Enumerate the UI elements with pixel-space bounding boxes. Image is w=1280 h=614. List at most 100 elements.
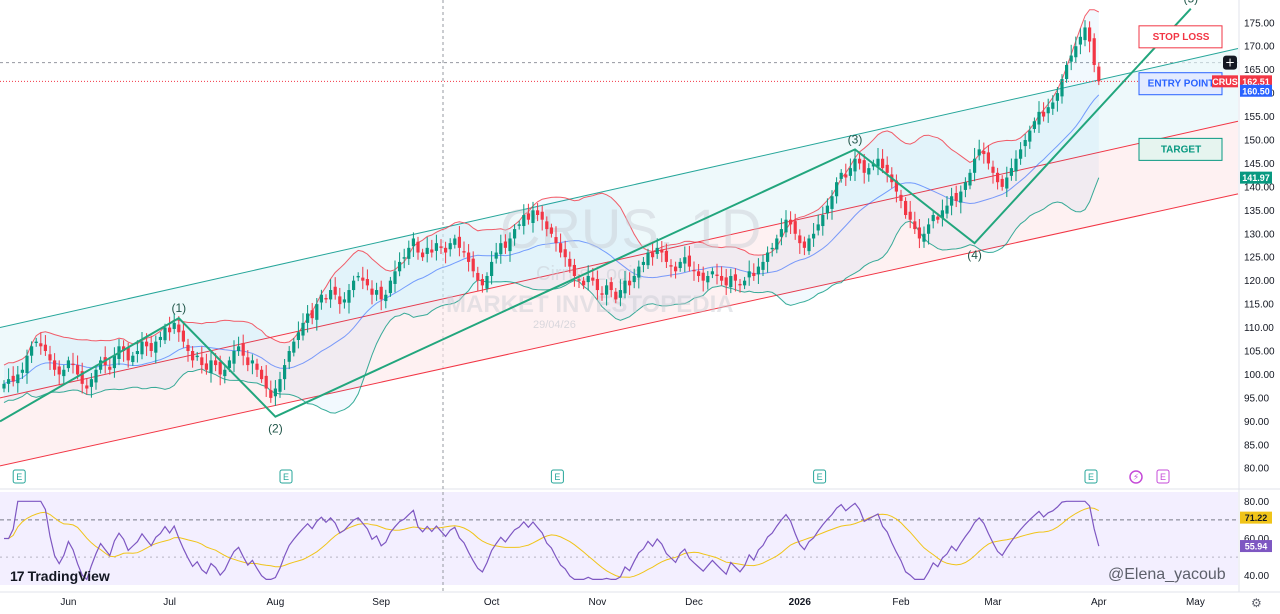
candle[interactable] — [444, 241, 448, 264]
candle[interactable] — [779, 218, 783, 246]
candle[interactable] — [572, 258, 576, 287]
candle[interactable] — [269, 380, 273, 403]
candle[interactable] — [618, 279, 622, 307]
candle[interactable] — [503, 234, 507, 254]
candle[interactable] — [766, 246, 770, 273]
candle[interactable] — [273, 380, 277, 406]
candle[interactable] — [315, 298, 319, 331]
candle[interactable] — [623, 271, 627, 299]
candle[interactable] — [986, 145, 990, 170]
candle[interactable] — [416, 236, 420, 260]
candle[interactable] — [296, 321, 300, 349]
candle[interactable] — [646, 248, 650, 269]
candle[interactable] — [899, 189, 903, 209]
candle[interactable] — [306, 305, 310, 333]
candle[interactable] — [237, 336, 241, 356]
candle[interactable] — [319, 289, 323, 310]
candle[interactable] — [112, 347, 116, 378]
candle[interactable] — [1042, 102, 1046, 122]
candle[interactable] — [733, 268, 737, 292]
candle[interactable] — [692, 261, 696, 281]
candle[interactable] — [181, 323, 185, 348]
candle[interactable] — [1037, 101, 1041, 133]
candle[interactable] — [549, 223, 553, 238]
candle[interactable] — [908, 200, 912, 229]
candle[interactable] — [950, 187, 954, 216]
candle[interactable] — [324, 294, 328, 304]
candle[interactable] — [411, 232, 415, 257]
candle[interactable] — [131, 351, 135, 366]
candle[interactable] — [793, 213, 797, 240]
candle[interactable] — [467, 244, 471, 272]
candle[interactable] — [402, 248, 406, 269]
candle[interactable] — [338, 287, 342, 314]
earnings-marker[interactable]: E — [813, 469, 827, 484]
earnings-marker[interactable]: E — [279, 469, 293, 484]
candle[interactable] — [99, 356, 103, 374]
candle[interactable] — [858, 151, 862, 170]
candle[interactable] — [232, 340, 236, 373]
candle[interactable] — [20, 362, 24, 379]
candle[interactable] — [172, 313, 176, 334]
candle[interactable] — [1051, 95, 1055, 115]
candle[interactable] — [563, 240, 567, 267]
candle[interactable] — [39, 332, 43, 355]
candle[interactable] — [798, 229, 802, 254]
candle[interactable] — [1078, 28, 1082, 55]
candle[interactable] — [375, 282, 379, 301]
candle[interactable] — [57, 360, 61, 386]
candle[interactable] — [848, 158, 852, 181]
candle[interactable] — [996, 167, 1000, 190]
candle[interactable] — [457, 226, 461, 257]
earnings-marker[interactable]: E — [12, 469, 26, 484]
candle[interactable] — [761, 254, 765, 276]
candle[interactable] — [264, 365, 268, 397]
candle[interactable] — [347, 283, 351, 314]
candle[interactable] — [94, 364, 98, 390]
candle[interactable] — [1014, 150, 1018, 182]
candle[interactable] — [370, 280, 374, 305]
candle[interactable] — [991, 160, 995, 184]
candle[interactable] — [34, 337, 38, 347]
candle[interactable] — [775, 234, 779, 254]
trade-box[interactable]: TARGET — [1138, 137, 1223, 161]
candle[interactable] — [499, 234, 503, 264]
candle[interactable] — [352, 275, 356, 298]
candle[interactable] — [789, 211, 793, 235]
candle[interactable] — [186, 338, 190, 362]
candle[interactable] — [715, 263, 719, 285]
candle[interactable] — [11, 366, 15, 387]
candle[interactable] — [605, 279, 609, 306]
candle[interactable] — [651, 241, 655, 266]
candle[interactable] — [982, 142, 986, 164]
candle[interactable] — [66, 356, 70, 372]
candle[interactable] — [241, 334, 245, 366]
candle[interactable] — [85, 378, 89, 395]
candle[interactable] — [384, 289, 388, 309]
candle[interactable] — [200, 346, 204, 374]
candle[interactable] — [701, 266, 705, 292]
lightning-icon[interactable] — [1129, 470, 1143, 484]
candle[interactable] — [508, 232, 512, 262]
candle[interactable] — [687, 245, 691, 272]
candle[interactable] — [816, 214, 820, 236]
earnings-upcoming-box[interactable] — [1156, 469, 1170, 484]
candle[interactable] — [480, 274, 484, 293]
candle[interactable] — [158, 332, 162, 348]
candle[interactable] — [393, 260, 397, 293]
candle[interactable] — [398, 252, 402, 277]
candle[interactable] — [1069, 44, 1073, 71]
candle[interactable] — [752, 263, 756, 281]
candle[interactable] — [706, 271, 710, 290]
candle[interactable] — [209, 351, 213, 383]
earnings-marker[interactable]: E — [550, 469, 564, 484]
candle[interactable] — [1060, 74, 1064, 104]
candle[interactable] — [536, 203, 540, 222]
candle[interactable] — [1032, 117, 1036, 133]
candle[interactable] — [1009, 158, 1013, 181]
candle[interactable] — [945, 196, 949, 219]
candle[interactable] — [154, 335, 158, 364]
candle[interactable] — [927, 218, 931, 245]
candle[interactable] — [522, 204, 526, 235]
candle[interactable] — [471, 251, 475, 278]
